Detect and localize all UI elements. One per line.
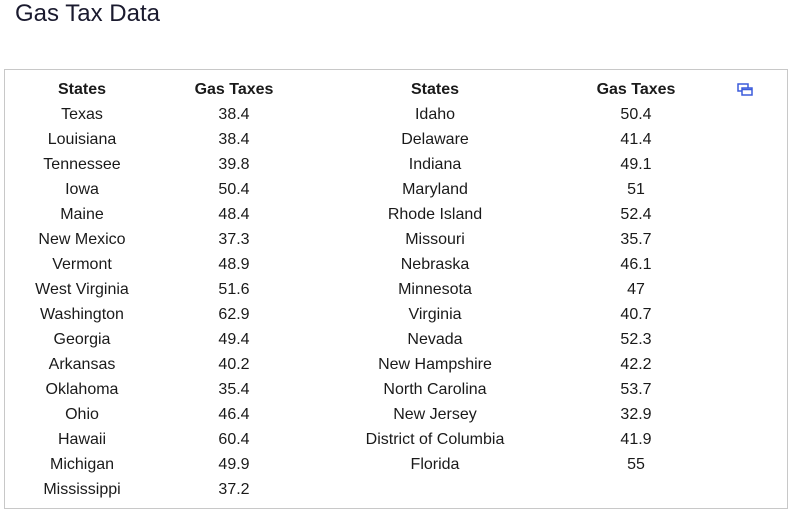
state-cell: Florida [410,455,460,473]
header-gas-taxes-1: Gas Taxes [194,81,274,98]
state-cell: Texas [61,105,103,123]
table-row: Vermont 48.9 Nebraska 46.1 [5,252,711,277]
gas-tax-cell: 51 [627,180,645,198]
table-row: Washington 62.9 Virginia 40.7 [5,302,711,327]
gas-tax-cell: 35.7 [620,230,652,248]
gas-tax-cell: 48.9 [218,255,250,273]
gas-tax-cell: 50.4 [218,180,250,198]
table-row: New Mexico 37.3 Missouri 35.7 [5,227,711,252]
state-cell: Tennessee [43,155,121,173]
gas-tax-cell: 32.9 [620,405,652,423]
table-row: Louisiana 38.4 Delaware 41.4 [5,127,711,152]
state-cell: New Hampshire [378,355,492,373]
table-header-row: States Gas Taxes States Gas Taxes [5,78,711,102]
gas-tax-cell: 41.4 [620,130,652,148]
table-row: Mississippi 37.2 [5,477,711,502]
gas-tax-cell: 37.2 [218,480,250,498]
state-cell: Arkansas [48,355,116,373]
state-cell: Maryland [402,180,468,198]
state-cell: New Jersey [393,405,477,423]
gas-tax-cell: 37.3 [218,230,250,248]
gas-tax-cell: 50.4 [620,105,652,123]
page-title: Gas Tax Data [15,0,160,27]
state-cell: Indiana [408,155,462,173]
header-states-1: States [57,81,107,98]
table-row: Oklahoma 35.4 North Carolina 53.7 [5,377,711,402]
popout-window-icon[interactable] [737,83,753,97]
gas-tax-cell: 47 [627,280,645,298]
empty-cell [309,477,561,502]
gas-tax-cell: 35.4 [218,380,250,398]
state-cell: Louisiana [47,130,117,148]
gas-tax-cell: 49.4 [218,330,250,348]
gas-tax-cell: 46.1 [620,255,652,273]
state-cell: Maine [60,205,104,223]
gas-tax-cell: 39.8 [218,155,250,173]
state-cell: Michigan [49,455,115,473]
state-cell: North Carolina [383,380,487,398]
table-body: Texas 38.4 Idaho 50.4 Louisiana 38.4 Delaware 4… [5,102,711,502]
gas-tax-cell: 40.2 [218,355,250,373]
table-row: Ohio 46.4 New Jersey 32.9 [5,402,711,427]
empty-cell [561,477,711,502]
state-cell: New Mexico [38,230,126,248]
state-cell: Georgia [53,330,111,348]
state-cell: Missouri [405,230,465,248]
state-cell: Delaware [401,130,469,148]
gas-tax-cell: 60.4 [218,430,250,448]
table-row: Texas 38.4 Idaho 50.4 [5,102,711,127]
state-cell: Ohio [65,405,99,423]
gas-tax-cell: 52.3 [620,330,652,348]
state-cell: Rhode Island [387,205,483,223]
table-row: Tennessee 39.8 Indiana 49.1 [5,152,711,177]
table-row: Iowa 50.4 Maryland 51 [5,177,711,202]
gas-tax-cell: 38.4 [218,105,250,123]
gas-tax-cell: 38.4 [218,130,250,148]
state-cell: District of Columbia [365,430,505,448]
gas-tax-cell: 42.2 [620,355,652,373]
gas-tax-cell: 48.4 [218,205,250,223]
state-cell: Virginia [408,305,462,323]
gas-tax-cell: 53.7 [620,380,652,398]
state-cell: Minnesota [398,280,472,298]
state-cell: Washington [40,305,124,323]
state-cell: Nevada [407,330,463,348]
gas-tax-cell: 49.1 [620,155,652,173]
gas-tax-cell: 51.6 [218,280,250,298]
table-row: Georgia 49.4 Nevada 52.3 [5,327,711,352]
state-cell: Hawaii [57,430,106,448]
table-row: Hawaii 60.4 District of Columbia 41.9 [5,427,711,452]
table-row: West Virginia 51.6 Minnesota 47 [5,277,711,302]
state-cell: West Virginia [35,280,129,298]
state-cell: Vermont [52,255,112,273]
gas-tax-cell: 40.7 [620,305,652,323]
state-cell: Iowa [65,180,99,198]
gas-tax-cell: 62.9 [218,305,250,323]
gas-tax-table-container: States Gas Taxes States Gas Taxes Texas 3… [4,69,788,509]
table-row: Michigan 49.9 Florida 55 [5,452,711,477]
state-cell: Nebraska [400,255,470,273]
gas-tax-cell: 52.4 [620,205,652,223]
header-gas-taxes-2: Gas Taxes [596,81,676,98]
gas-tax-cell: 55 [627,455,645,473]
table-row: Arkansas 40.2 New Hampshire 42.2 [5,352,711,377]
gas-tax-cell: 46.4 [218,405,250,423]
state-cell: Mississippi [43,480,121,498]
header-states-2: States [410,81,460,98]
state-cell: Oklahoma [45,380,119,398]
table-row: Maine 48.4 Rhode Island 52.4 [5,202,711,227]
state-cell: Idaho [414,105,456,123]
gas-tax-cell: 41.9 [620,430,652,448]
gas-tax-cell: 49.9 [218,455,250,473]
gas-tax-table: States Gas Taxes States Gas Taxes Texas 3… [5,78,711,502]
